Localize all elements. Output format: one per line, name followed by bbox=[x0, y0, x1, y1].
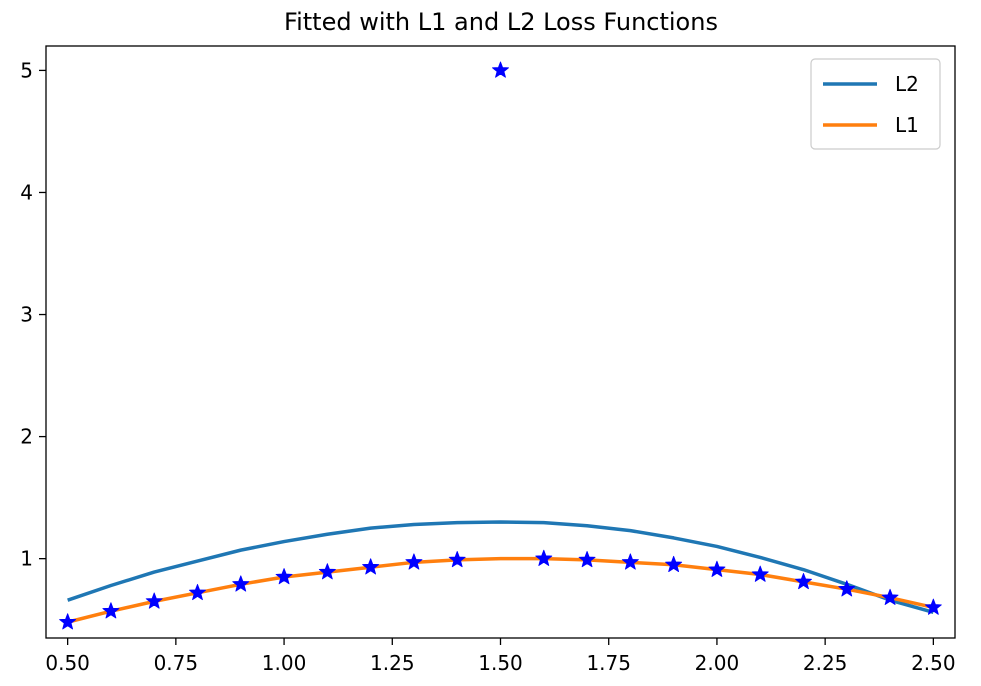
series-line-l1 bbox=[67, 556, 934, 624]
x-tick-label: 2.25 bbox=[803, 651, 848, 675]
data-points-layer bbox=[59, 61, 942, 630]
data-point-star bbox=[145, 592, 163, 609]
y-axis: 1 2 3 4 5 bbox=[20, 58, 46, 571]
series-line-l2 bbox=[67, 520, 934, 615]
data-point-star bbox=[318, 563, 336, 580]
data-point-star bbox=[535, 549, 553, 566]
x-tick-label: 2.00 bbox=[695, 651, 740, 675]
data-point-star bbox=[751, 565, 769, 582]
x-tick-label: 1.75 bbox=[586, 651, 631, 675]
data-point-star bbox=[275, 568, 293, 585]
data-point-star bbox=[838, 580, 856, 597]
data-point-star bbox=[795, 572, 812, 590]
data-point-star bbox=[708, 560, 726, 577]
y-tick-label: 2 bbox=[20, 425, 33, 449]
data-point-star bbox=[924, 598, 942, 615]
data-point-star bbox=[362, 558, 380, 575]
y-tick-label: 5 bbox=[20, 58, 33, 82]
series-layer bbox=[67, 520, 934, 624]
y-tick-label: 1 bbox=[20, 547, 33, 571]
legend-box bbox=[810, 58, 941, 150]
data-point-star bbox=[578, 550, 596, 568]
legend: L2 L1 bbox=[810, 58, 941, 150]
data-point-star bbox=[665, 555, 683, 573]
data-point-star bbox=[405, 553, 423, 570]
chart-title: Fitted with L1 and L2 Loss Functions bbox=[284, 8, 718, 36]
legend-label-l2: L2 bbox=[895, 72, 919, 96]
x-tick-label: 1.00 bbox=[262, 651, 307, 675]
data-point-star bbox=[881, 588, 899, 605]
data-point-star bbox=[232, 575, 250, 592]
y-tick-label: 4 bbox=[20, 180, 33, 204]
data-point-star bbox=[102, 602, 120, 619]
x-tick-label: 0.50 bbox=[45, 651, 90, 675]
x-axis: 0.50 0.75 1.00 1.25 1.50 1.75 2.00 2.25 2.50 bbox=[45, 638, 956, 675]
data-point-star bbox=[448, 550, 466, 568]
data-point-star bbox=[189, 583, 206, 601]
legend-label-l1: L1 bbox=[895, 113, 919, 137]
x-tick-label: 1.50 bbox=[478, 651, 523, 675]
data-point-star bbox=[621, 553, 639, 570]
x-tick-label: 2.50 bbox=[911, 651, 956, 675]
y-tick-label: 3 bbox=[20, 303, 33, 327]
x-tick-label: 1.25 bbox=[370, 651, 415, 675]
data-point-star bbox=[492, 61, 509, 78]
data-point-star bbox=[59, 613, 77, 630]
x-tick-label: 0.75 bbox=[154, 651, 199, 675]
